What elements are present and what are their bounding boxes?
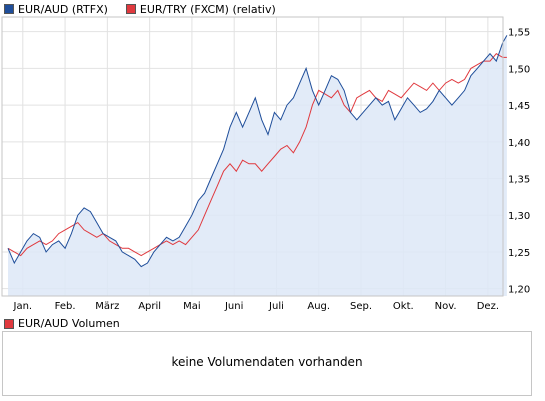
x-tick-label: Jan. [13,301,33,312]
x-tick-label: Juli [268,301,284,312]
no-volume-message: keine Volumendaten vorhanden [171,355,363,369]
chart-legend: EUR/AUD (RTFX) EUR/TRY (FXCM) (relativ) [4,2,294,16]
plot-border [1,16,504,297]
y-tick-label: 1,50 [508,64,530,75]
y-tick-label: 1,55 [508,28,530,39]
y-tick-label: 1,40 [508,138,530,149]
x-tick-label: Mai [183,301,201,312]
y-tick-label: 1,25 [508,248,530,259]
x-tick-label: Nov. [435,301,457,312]
legend-swatch-volume [4,318,14,329]
x-tick-label: Dez. [477,301,499,312]
y-tick-label: 1,35 [508,175,530,186]
y-tick-label: 1,45 [508,101,530,112]
legend-swatch-eur-try [125,4,136,14]
x-tick-label: Okt. [393,301,414,312]
x-tick-label: Aug. [307,301,330,312]
x-tick-label: Sep. [350,301,372,312]
y-tick-label: 1,20 [508,285,530,296]
y-tick-label: 1,30 [508,211,530,222]
x-tick-label: März [95,301,119,312]
x-tick-label: Juni [224,301,243,312]
legend-label-eur-try: EUR/TRY (FXCM) (relativ) [139,2,276,16]
volume-panel: keine Volumendaten vorhanden [2,331,532,396]
volume-legend: EUR/AUD Volumen [4,317,120,330]
legend-item-eur-try[interactable]: EUR/TRY (FXCM) (relativ) [125,2,276,16]
legend-swatch-eur-aud [4,4,14,14]
series-line-eur-aud [7,35,508,268]
price-chart: 1,20 1,25 1,30 1,35 1,40 1,45 1,50 1,55 Jan. Feb.… [1,16,530,312]
legend-label-eur-aud: EUR/AUD (RTFX) [18,2,108,16]
x-tick-label: April [138,301,161,312]
series-line-eur-try [7,53,507,257]
legend-item-eur-aud[interactable]: EUR/AUD (RTFX) [4,3,108,16]
x-tick-label: Feb. [55,301,76,312]
volume-label: EUR/AUD Volumen [18,317,120,330]
